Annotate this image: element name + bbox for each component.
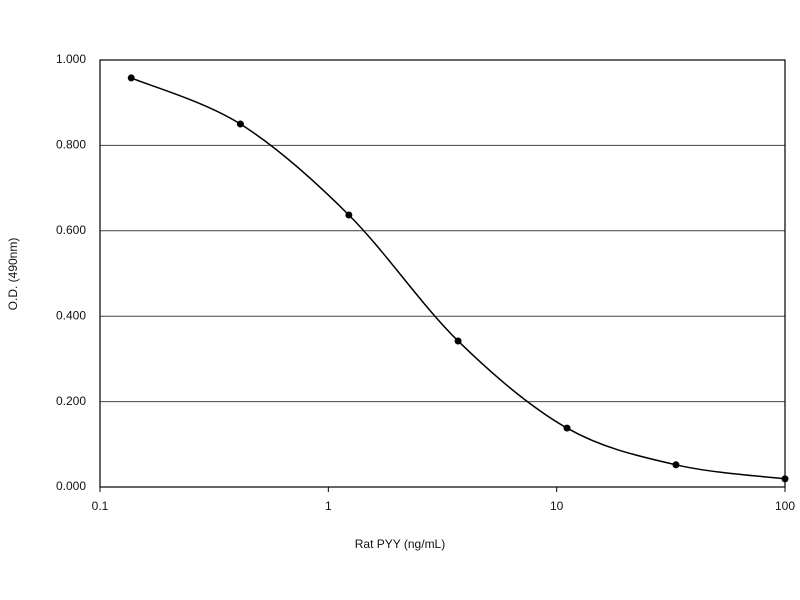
y-tick-label: 0.600 (56, 223, 86, 237)
y-tick-label: 0.400 (56, 308, 86, 322)
x-tick-label: 0.1 (92, 499, 109, 513)
y-tick-label: 1.000 (56, 52, 86, 66)
point (127, 74, 135, 82)
x-axis-label: Rat PYY (ng/mL) (355, 537, 445, 551)
point (672, 461, 680, 469)
plot-frame (99, 59, 786, 488)
x-tick-label: 10 (550, 499, 564, 513)
curve (130, 77, 786, 480)
point (781, 475, 789, 483)
point (345, 211, 353, 219)
x-tick-label: 100 (775, 499, 795, 513)
y-tick-label: 0.000 (56, 479, 86, 493)
point (236, 120, 244, 128)
y-tick-label: 0.200 (56, 394, 86, 408)
y-tick-label: 0.800 (56, 138, 86, 152)
point (454, 337, 462, 345)
point (563, 424, 571, 432)
y-axis-label: O.D. (490nm) (6, 238, 20, 311)
x-tick-label: 1 (325, 499, 332, 513)
